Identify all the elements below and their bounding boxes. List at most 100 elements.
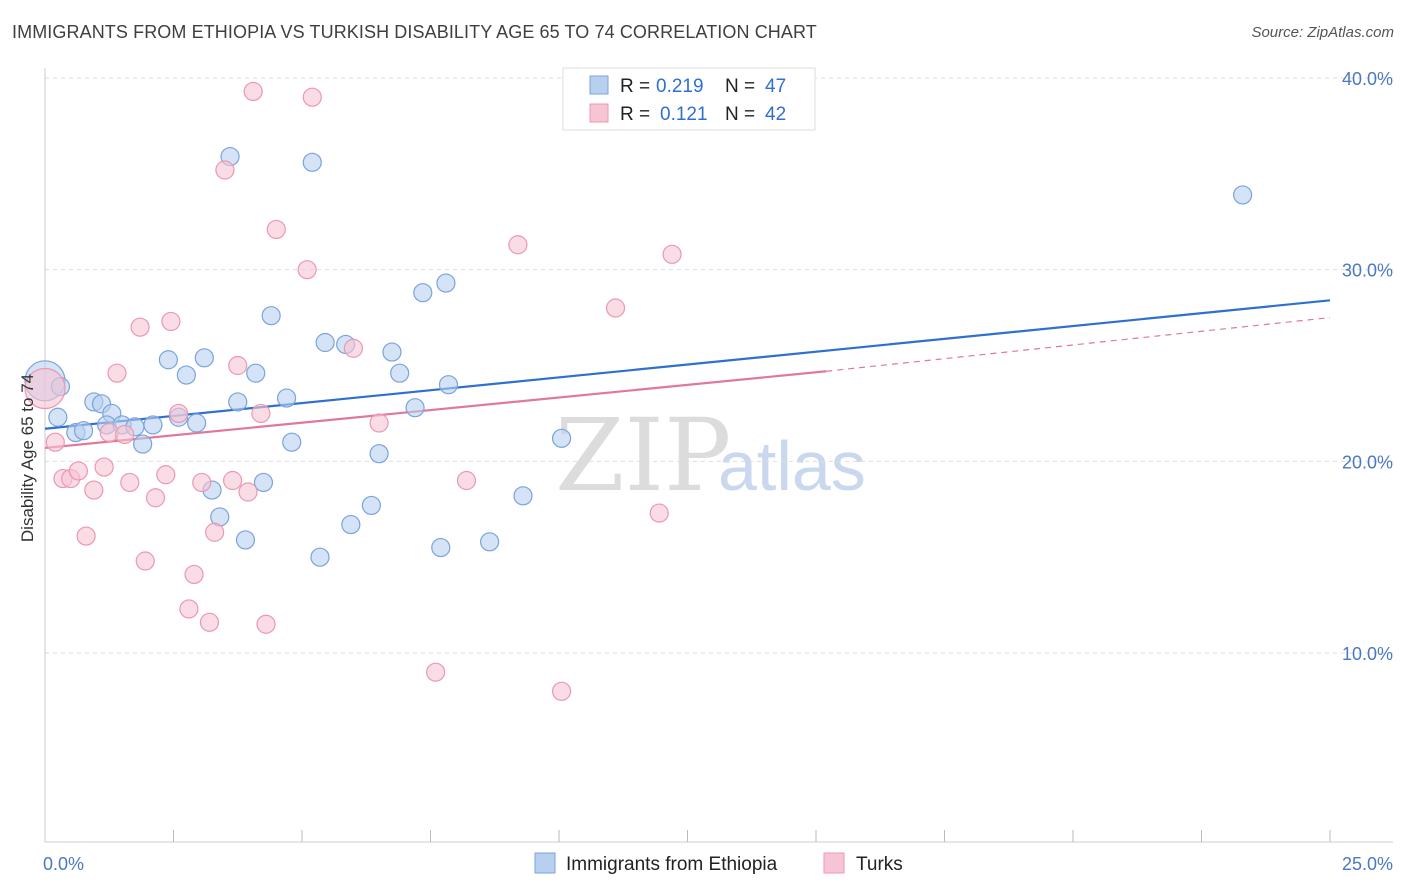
turks-point-40 bbox=[649, 503, 669, 523]
turks-point-26 bbox=[238, 482, 258, 502]
turks-point-8 bbox=[107, 363, 127, 383]
legend-r-label-1: R = bbox=[620, 76, 650, 97]
turks-point-17 bbox=[169, 403, 189, 424]
series-turks-points bbox=[24, 81, 682, 701]
turks-point-18 bbox=[179, 599, 199, 619]
ethiopia-point-45 bbox=[1233, 185, 1253, 205]
turks-point-34 bbox=[369, 413, 389, 433]
turks-point-29 bbox=[256, 614, 276, 634]
y-tick-label-20: 20.0% bbox=[1342, 452, 1393, 472]
ethiopia-point-22 bbox=[235, 530, 256, 550]
turks-point-13 bbox=[135, 551, 155, 571]
turks-point-30 bbox=[266, 219, 286, 240]
turks-point-11 bbox=[120, 472, 140, 493]
ethiopia-point-32 bbox=[341, 514, 361, 535]
turks-point-0 bbox=[24, 367, 66, 410]
ethiopia-point-41 bbox=[438, 375, 459, 395]
ethiopia-point-11 bbox=[143, 415, 163, 435]
ethiopia-point-34 bbox=[369, 444, 389, 464]
turks-point-21 bbox=[199, 612, 220, 632]
watermark-zip: ZIP bbox=[555, 397, 731, 514]
y-tick-label-30: 30.0% bbox=[1342, 261, 1393, 281]
trend-line-1-dashed bbox=[826, 316, 1331, 372]
turks-point-5 bbox=[76, 526, 96, 546]
turks-point-6 bbox=[84, 480, 104, 500]
bottom-legend-swatch-ethiopia bbox=[534, 852, 556, 874]
legend-swatch-blue bbox=[589, 75, 609, 95]
trend-line-1-solid bbox=[44, 370, 827, 450]
legend-n-value-2: 42 bbox=[765, 104, 786, 125]
turks-point-32 bbox=[302, 87, 322, 107]
ethiopia-point-15 bbox=[176, 365, 196, 385]
turks-point-19 bbox=[184, 564, 204, 585]
bottom-legend-label-turks: Turks bbox=[856, 854, 903, 875]
turks-point-31 bbox=[297, 260, 317, 280]
turks-point-35 bbox=[426, 662, 446, 682]
turks-point-16 bbox=[161, 311, 181, 332]
ethiopia-point-39 bbox=[431, 537, 451, 558]
ethiopia-point-40 bbox=[436, 273, 456, 293]
ethiopia-point-25 bbox=[261, 306, 281, 326]
legend-n-value-1: 47 bbox=[765, 76, 786, 97]
ethiopia-point-30 bbox=[315, 332, 335, 353]
ethiopia-point-17 bbox=[194, 348, 214, 368]
ethiopia-point-28 bbox=[302, 152, 322, 172]
ethiopia-point-24 bbox=[253, 472, 274, 493]
y-tick-label-10: 10.0% bbox=[1342, 644, 1393, 664]
turks-point-36 bbox=[456, 470, 477, 491]
turks-point-38 bbox=[551, 681, 572, 701]
turks-point-14 bbox=[145, 488, 166, 508]
ethiopia-point-27 bbox=[282, 432, 302, 452]
ethiopia-point-4 bbox=[73, 421, 94, 441]
ethiopia-point-21 bbox=[228, 392, 248, 412]
turks-point-7 bbox=[94, 457, 114, 477]
legend-r-value-2: 0.121 bbox=[660, 104, 708, 125]
ethiopia-point-44 bbox=[551, 428, 572, 448]
turks-point-25 bbox=[228, 355, 248, 376]
turks-point-15 bbox=[156, 465, 176, 485]
turks-point-33 bbox=[343, 338, 363, 358]
turks-point-28 bbox=[251, 403, 271, 424]
turks-point-41 bbox=[662, 244, 682, 264]
ethiopia-point-13 bbox=[158, 350, 178, 370]
ethiopia-point-36 bbox=[390, 363, 410, 383]
ethiopia-point-38 bbox=[413, 283, 433, 303]
ethiopia-point-37 bbox=[405, 398, 425, 418]
axes: 10.0% 20.0% 30.0% 40.0% bbox=[44, 68, 1393, 843]
chart-title: IMMIGRANTS FROM ETHIOPIA VS TURKISH DISA… bbox=[12, 22, 817, 42]
ethiopia-point-33 bbox=[361, 495, 381, 516]
legend-r-label-2: R = bbox=[620, 104, 650, 125]
turks-point-20 bbox=[192, 472, 212, 493]
x-tick-label-min: 0.0% bbox=[43, 854, 84, 874]
watermark-atlas: atlas bbox=[718, 427, 866, 505]
ethiopia-point-29 bbox=[310, 547, 330, 567]
turks-point-1 bbox=[45, 432, 65, 452]
y-tick-label-40: 40.0% bbox=[1342, 69, 1393, 89]
legend-n-label-1: N = bbox=[725, 76, 755, 97]
legend-n-label-2: N = bbox=[725, 104, 755, 125]
ethiopia-point-23 bbox=[246, 363, 266, 383]
ethiopia-point-2 bbox=[48, 407, 68, 427]
turks-point-37 bbox=[508, 235, 528, 255]
ethiopia-point-43 bbox=[513, 486, 533, 506]
ethiopia-point-35 bbox=[382, 342, 402, 362]
source-label: Source: ZipAtlas.com bbox=[1251, 24, 1394, 41]
bottom-legend-swatch-turks bbox=[823, 852, 845, 874]
legend-r-value-1: 0.219 bbox=[656, 76, 704, 97]
bottom-legend: Immigrants from Ethiopia Turks bbox=[534, 852, 903, 875]
turks-point-10 bbox=[115, 424, 135, 445]
ethiopia-point-16 bbox=[187, 413, 207, 433]
bottom-legend-label-ethiopia: Immigrants from Ethiopia bbox=[566, 854, 778, 875]
ethiopia-point-42 bbox=[480, 532, 500, 552]
legend-box: R = 0.219 N = 47 R = 0.121 N = 42 bbox=[562, 67, 816, 131]
x-tick-label-max: 25.0% bbox=[1342, 854, 1393, 874]
turks-point-39 bbox=[605, 298, 626, 318]
legend-swatch-pink bbox=[589, 103, 609, 123]
turks-point-24 bbox=[223, 470, 243, 491]
ethiopia-point-12 bbox=[133, 434, 153, 454]
ethiopia-point-26 bbox=[276, 388, 297, 408]
y-axis-label: Disability Age 65 to 74 bbox=[18, 374, 37, 542]
turks-point-27 bbox=[243, 81, 263, 102]
turks-point-12 bbox=[130, 317, 150, 337]
